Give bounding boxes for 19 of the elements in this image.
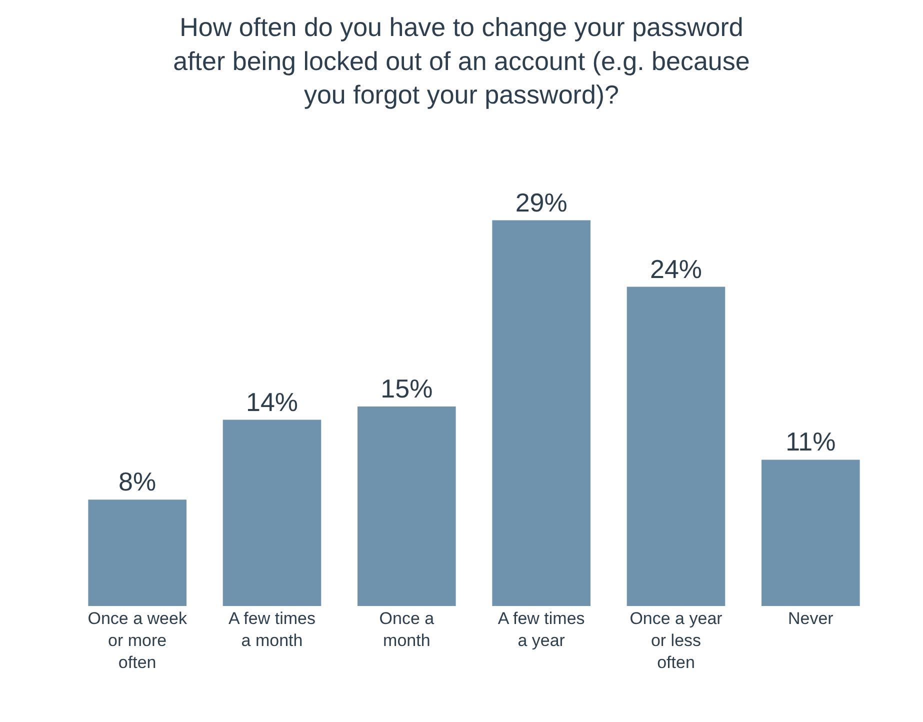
- x-tick-label: Never: [788, 609, 834, 628]
- x-tick-label: A few times a year: [498, 609, 585, 650]
- data-label: 14%: [246, 386, 298, 417]
- bar: [626, 286, 726, 606]
- x-tick-label: Once a week or more often: [88, 609, 188, 672]
- data-label: 11%: [786, 426, 836, 457]
- data-label: 24%: [650, 254, 702, 284]
- x-tick-label: Once a year or less often: [630, 609, 723, 672]
- bar: [222, 420, 322, 606]
- bar: [358, 406, 456, 606]
- x-tick-label: A few times a month: [228, 609, 316, 650]
- data-label: 15%: [380, 374, 433, 404]
- bar: [492, 220, 590, 606]
- data-label: 29%: [515, 187, 568, 218]
- data-label: 8%: [118, 466, 156, 497]
- chart-title: How often do you have to change your password after being locked out of an account (e.g. because you forgot your password)?: [173, 12, 750, 110]
- bar: [88, 500, 186, 606]
- x-tick-label: Once a month: [379, 609, 435, 650]
- bar: [762, 460, 860, 606]
